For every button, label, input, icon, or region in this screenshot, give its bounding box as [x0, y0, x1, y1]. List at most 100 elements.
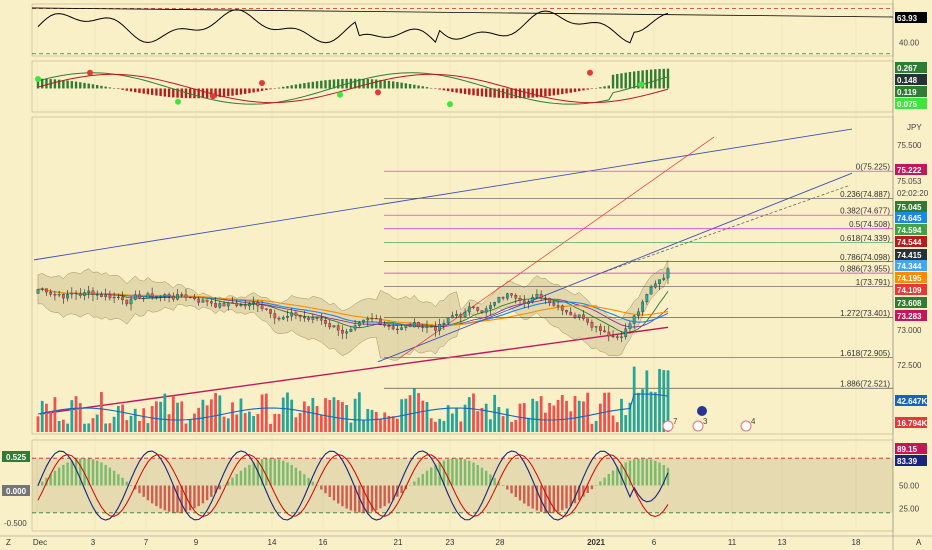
macd-histogram-bar — [531, 88, 534, 98]
volume-bar — [501, 416, 505, 432]
macd-histogram-bar — [163, 88, 167, 97]
stoch-histogram-bar — [134, 485, 137, 490]
fib-level-label: 1.272(73.401) — [840, 309, 890, 318]
macd-histogram-bar — [265, 88, 268, 91]
time-axis-label: 18 — [852, 538, 861, 547]
candle-body — [510, 293, 513, 296]
stoch-badge-bg — [895, 455, 927, 466]
volume-bar — [167, 414, 171, 432]
stoch-histogram-bar — [269, 458, 272, 486]
macd-histogram-bar — [184, 88, 188, 99]
volume-bar — [556, 399, 560, 432]
time-axis-label: 2021 — [587, 538, 605, 547]
stoch-histogram-bar — [349, 485, 353, 511]
candle-body — [548, 298, 551, 304]
candle-body — [357, 322, 361, 326]
stoch-histogram-bar — [421, 474, 424, 486]
volume-bar — [666, 370, 670, 432]
candle-body — [210, 301, 213, 304]
volume-bar — [548, 402, 552, 432]
price-axis-tick: 75.053 — [897, 177, 922, 186]
stoch-histogram-bar — [210, 485, 213, 497]
timezone-toggle[interactable]: Z — [6, 538, 11, 547]
candle-body — [442, 322, 446, 325]
currency-label: JPY — [907, 123, 922, 132]
stoch-histogram-bar — [391, 485, 395, 501]
volume-bar — [269, 423, 272, 432]
volume-bar — [455, 407, 458, 432]
rsi-value-badge: 63.93 — [897, 14, 918, 23]
macd-histogram-bar — [231, 88, 234, 96]
volume-bar — [489, 419, 492, 432]
stoch-histogram-bar — [159, 485, 162, 509]
rsi-panel-frame — [31, 3, 894, 57]
volume-bar — [341, 402, 344, 432]
macd-histogram-bar — [463, 88, 467, 95]
macd-panel-frame — [31, 60, 894, 113]
macd-histogram-bar — [83, 82, 86, 89]
macd-histogram-bar — [150, 88, 154, 95]
stoch-histogram-bar — [129, 485, 133, 486]
price-badge: 74.544 — [897, 238, 922, 247]
fib-level-label: 0.786(74.098) — [840, 253, 890, 262]
macd-histogram-bar — [599, 87, 602, 89]
macd-histogram-bar — [396, 81, 399, 89]
volume-bar — [176, 402, 179, 432]
candle-body — [573, 314, 577, 318]
macd-cross-marker — [35, 76, 41, 83]
stoch-histogram-bar — [256, 460, 260, 486]
volume-bar — [277, 413, 281, 432]
volume-bar — [535, 401, 539, 432]
macd-histogram-bar — [66, 80, 69, 89]
price-badge: 16.794K — [897, 419, 927, 428]
macd-histogram-bar — [320, 80, 323, 89]
candle-body — [586, 318, 590, 323]
volume-bar — [387, 415, 391, 432]
macd-histogram-bar — [91, 84, 95, 89]
stoch-histogram-bar — [523, 485, 526, 504]
candle-body — [66, 294, 69, 299]
candle-body — [446, 317, 450, 324]
volume-bar — [286, 392, 289, 432]
candle-body — [497, 297, 501, 303]
candle-body — [36, 289, 40, 294]
volume-bar — [133, 408, 137, 432]
volume-bar — [243, 413, 247, 432]
stoch-axis-tick: 50.00 — [899, 482, 920, 491]
stoch-histogram-bar — [645, 458, 649, 486]
stoch-histogram-bar — [303, 474, 306, 486]
stoch-histogram-bar — [252, 462, 255, 486]
volume-bar — [214, 393, 217, 432]
macd-histogram-bar — [214, 88, 217, 98]
candle-body — [531, 297, 535, 303]
hist-badge-bg — [2, 451, 30, 462]
macd-histogram-bar — [510, 88, 513, 99]
auto-scale-toggle[interactable]: A — [916, 538, 922, 547]
candle-body — [539, 294, 543, 299]
candle-body — [112, 296, 116, 299]
candle-body — [243, 304, 247, 307]
macd-line — [37, 72, 669, 105]
candle-body — [590, 322, 594, 328]
candle-body — [78, 293, 82, 296]
volume-bar — [222, 416, 226, 432]
candle-body — [142, 298, 146, 300]
stoch-histogram-bar — [544, 485, 547, 513]
volume-bar — [565, 400, 568, 432]
fib-level-label: 0.886(73.955) — [840, 265, 890, 274]
channel-upper-line — [33, 128, 853, 261]
macd-histogram-bar — [303, 83, 306, 89]
macd-histogram-bar — [277, 87, 281, 89]
stoch-histogram-bar — [641, 458, 644, 486]
macd-histogram-bar — [489, 88, 492, 98]
volume-bar — [260, 394, 264, 432]
candle-body — [40, 288, 44, 290]
candle-body — [180, 294, 184, 296]
hist-badge: 0.525 — [6, 453, 27, 462]
stoch-histogram-bar — [307, 477, 310, 486]
candle-body — [649, 287, 653, 295]
candle-body — [273, 313, 277, 319]
volume-bar — [319, 414, 323, 432]
stoch-histogram-bar — [222, 485, 226, 486]
